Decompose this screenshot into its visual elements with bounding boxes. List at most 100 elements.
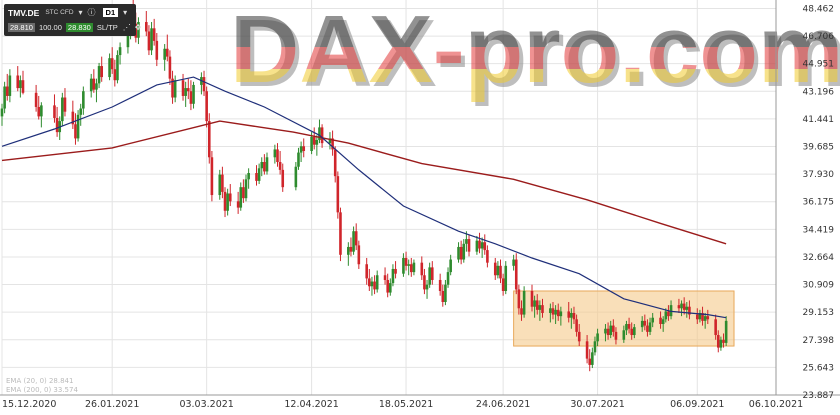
ask-price[interactable]: 28.830 — [65, 23, 93, 32]
candle-body — [577, 331, 581, 342]
y-tick-label: 46.706 — [803, 32, 835, 42]
y-tick-label: 25.643 — [803, 363, 835, 373]
x-tick-label: 12.04.2021 — [284, 399, 338, 410]
chart-tools-icon[interactable]: ⋰ — [122, 23, 131, 32]
candle-body — [347, 246, 350, 255]
candle-body — [554, 309, 557, 315]
candle-body — [82, 91, 85, 109]
candle-body — [375, 275, 379, 290]
candle-body — [192, 84, 195, 104]
candle-body — [412, 262, 416, 273]
candle-body — [368, 278, 371, 287]
candle-body — [640, 320, 644, 328]
timeframe-selector[interactable]: D1 — [102, 8, 119, 17]
y-axis: 48.462 46.706 44.951 43.196 41.441 39.685 37.9… — [803, 4, 835, 401]
candle-body — [239, 187, 243, 208]
candle-body — [260, 162, 264, 169]
candle-body — [163, 48, 166, 60]
y-tick-label: 39.685 — [803, 143, 835, 153]
candle-body — [701, 313, 704, 321]
candle-body — [373, 281, 376, 290]
info-icon[interactable]: ⓘ — [87, 8, 96, 17]
x-axis: 15.12.2020 26.01.2021 03.03.2021 12.04.2021… — [2, 399, 803, 410]
candle-body — [108, 58, 111, 78]
candle-body — [276, 149, 279, 163]
watermark-shadow: DAX-pro.com — [234, 0, 840, 107]
candle-body — [255, 173, 258, 181]
candles — [0, 0, 728, 372]
y-tick-label: 27.398 — [803, 336, 835, 346]
sl-tp-button[interactable]: SL/TP — [96, 23, 118, 32]
candle-body — [551, 308, 555, 315]
candle-body — [242, 187, 245, 199]
candle-body — [457, 246, 460, 260]
candle-body — [71, 111, 75, 125]
candle-body — [698, 313, 702, 320]
candle-body — [116, 55, 119, 81]
candle-body — [223, 191, 227, 211]
candle-body — [593, 341, 597, 353]
candle-body — [173, 80, 177, 98]
candle-body — [16, 75, 20, 89]
candle-body — [567, 311, 571, 318]
candle-body — [168, 56, 172, 79]
candle-body — [278, 162, 282, 170]
candle-body — [522, 290, 526, 315]
candle-body — [680, 303, 683, 309]
candle-body — [63, 97, 67, 112]
candle-body — [541, 305, 544, 314]
candle-body — [467, 239, 471, 252]
candle-body — [648, 322, 652, 332]
candle-body — [465, 239, 468, 244]
candle-body — [315, 139, 319, 145]
candle-body — [370, 281, 374, 287]
candle-body — [612, 325, 615, 332]
candle-body — [19, 80, 22, 89]
candle-body — [575, 319, 578, 332]
candle-body — [425, 284, 429, 290]
candle-body — [486, 250, 489, 263]
candle-body — [483, 242, 487, 251]
candle-body — [588, 358, 592, 365]
candle-body — [462, 243, 466, 260]
bid-price[interactable]: 28.810 — [8, 23, 35, 32]
candle-body — [446, 272, 450, 285]
candle-body — [228, 193, 232, 202]
y-tick-label: 29.153 — [803, 308, 835, 318]
candle-body — [643, 320, 647, 326]
candle-body — [320, 127, 324, 144]
candle-body — [8, 75, 12, 96]
candle-body — [328, 138, 332, 144]
ema-20-legend: EMA (20, 0) 28.841 — [6, 377, 74, 385]
candle-body — [100, 66, 104, 78]
candle-body — [661, 319, 665, 325]
candle-body — [5, 86, 9, 96]
candle-body — [383, 275, 387, 280]
candle-body — [706, 316, 710, 320]
candle-body — [118, 47, 122, 56]
candle-body — [349, 246, 353, 252]
crosshair-icon[interactable]: ✥ — [134, 23, 142, 32]
ema-200-line — [1, 120, 727, 245]
candle-body — [695, 314, 699, 320]
candle-body — [475, 240, 479, 252]
candle-body — [688, 306, 691, 315]
candle-body — [627, 324, 631, 329]
ema-200-legend: EMA (200, 0) 33.574 — [6, 386, 78, 394]
timeframe-chevron-icon[interactable]: ▾ — [123, 8, 128, 17]
candle-body — [236, 201, 240, 208]
candle-body — [614, 331, 618, 340]
symbol-label[interactable]: TMV.DE — [8, 7, 40, 18]
ema-20-line — [1, 76, 727, 319]
candle-body — [430, 267, 434, 280]
x-tick-label: 30.07.2021 — [570, 399, 624, 410]
candle-body — [37, 106, 41, 117]
chevron-down-icon[interactable]: ▾ — [78, 8, 83, 17]
candle-body — [389, 283, 392, 293]
quantity-field[interactable]: 100.00 — [38, 23, 62, 32]
x-tick-label: 24.06.2021 — [476, 399, 530, 410]
candle-body — [501, 278, 505, 291]
candle-body — [226, 193, 229, 211]
watermark: DAX-pro.com DAX-pro.com DAX-pro.com — [230, 0, 840, 103]
